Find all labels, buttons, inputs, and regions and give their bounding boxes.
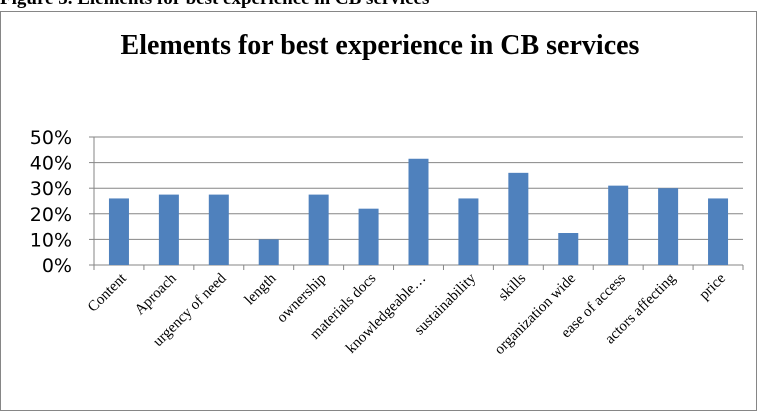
figure-caption: Figure 5. Elements for best experience i…: [0, 0, 763, 11]
bar-6: [408, 158, 429, 265]
y-tick-label: 40%: [30, 153, 72, 175]
bar-2: [208, 194, 229, 265]
bar-12: [708, 198, 729, 265]
bar-11: [658, 188, 679, 265]
y-tick-label: 50%: [30, 127, 72, 149]
x-tick-label: Content: [85, 270, 130, 315]
bar-8: [508, 172, 529, 265]
bar-9: [558, 233, 579, 265]
bar-7: [458, 198, 479, 265]
y-tick-label: 30%: [30, 178, 72, 200]
bar-0: [108, 198, 129, 265]
y-tick-label: 0%: [42, 255, 72, 277]
bar-3: [258, 239, 279, 265]
y-tick-label: 20%: [30, 204, 72, 226]
bar-5: [358, 208, 379, 265]
bar-4: [308, 194, 329, 265]
x-tick-label: price: [696, 270, 729, 303]
bar-1: [158, 194, 179, 265]
chart-title: Elements for best experience in CB servi…: [120, 30, 640, 61]
bar-10: [608, 185, 629, 265]
x-tick-label: skills: [495, 270, 529, 304]
y-tick-label: 10%: [30, 229, 72, 251]
x-tick-label: length: [242, 270, 280, 308]
x-tick-label: Aproach: [132, 270, 180, 318]
